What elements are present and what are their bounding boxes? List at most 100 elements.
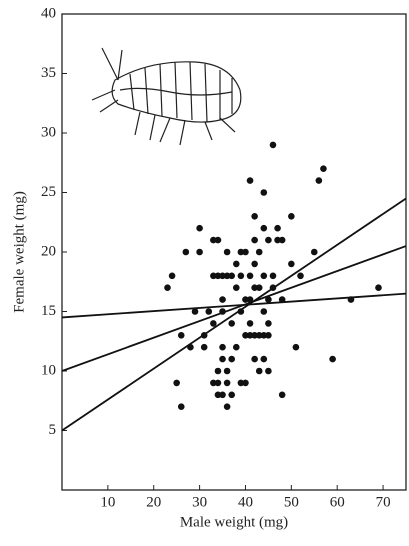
point (278, 236, 286, 244)
point (251, 284, 258, 292)
x-tick-label: 60 (330, 494, 345, 510)
point (260, 189, 268, 196)
fit-line (61, 245, 407, 372)
point (214, 272, 222, 280)
point (265, 332, 272, 339)
point (219, 355, 226, 363)
x-tick-label: 20 (146, 494, 161, 510)
y-tick-label: 35 (41, 65, 56, 81)
point (269, 272, 277, 280)
point (278, 296, 286, 303)
point (246, 296, 254, 303)
point (219, 391, 226, 399)
x-tick-label: 30 (192, 494, 207, 510)
point (265, 367, 272, 375)
point (177, 332, 185, 339)
point (375, 284, 382, 292)
point (251, 355, 258, 363)
point (246, 272, 254, 280)
point (347, 296, 355, 303)
point (228, 320, 236, 327)
point (237, 379, 245, 387)
point (297, 272, 304, 280)
y-axis-label: Female weight (mg) (11, 191, 27, 313)
point (210, 272, 217, 280)
point (214, 236, 222, 244)
point (260, 355, 268, 363)
y-tick-label: 30 (41, 124, 56, 140)
point (228, 391, 236, 399)
point (223, 379, 231, 387)
point (255, 284, 263, 292)
point (242, 379, 249, 387)
point (168, 272, 176, 280)
y-tick-label: 10 (41, 362, 56, 378)
y-tick-label: 20 (41, 243, 56, 259)
y-tick-label: 15 (41, 303, 56, 319)
point (251, 260, 258, 268)
point (278, 391, 286, 399)
amphipod-illustration (91, 47, 242, 146)
x-axis-label: Male weight (mg) (180, 514, 288, 530)
point (260, 224, 268, 232)
point (260, 332, 268, 339)
point (173, 379, 180, 387)
point (214, 391, 222, 399)
point (292, 343, 300, 351)
point (237, 248, 245, 256)
point (329, 355, 336, 363)
y-tick-label: 40 (41, 5, 56, 21)
point (265, 296, 272, 303)
point (214, 379, 222, 387)
x-tick-label: 50 (284, 494, 299, 510)
x-tick-label: 40 (238, 494, 253, 510)
point (242, 332, 249, 339)
point (255, 332, 263, 339)
point (246, 320, 254, 327)
x-tick-label: 10 (100, 494, 115, 510)
x-tick-label: 70 (376, 494, 391, 510)
point (219, 296, 226, 303)
point (251, 213, 258, 220)
point (232, 260, 240, 268)
point (255, 367, 263, 375)
point (260, 272, 268, 280)
point (288, 260, 295, 268)
point (232, 284, 240, 292)
point (200, 332, 208, 339)
point (269, 141, 277, 149)
point (237, 308, 245, 315)
y-tick-label: 25 (41, 184, 56, 200)
point (223, 367, 231, 375)
point (223, 272, 231, 280)
point (219, 308, 226, 315)
point (228, 355, 236, 363)
point (182, 248, 190, 256)
point (237, 272, 245, 280)
point (196, 224, 203, 232)
point (320, 165, 327, 172)
point (274, 236, 281, 244)
point (205, 308, 213, 315)
point (251, 236, 258, 244)
point (214, 367, 222, 375)
point (210, 379, 217, 387)
point (191, 308, 199, 315)
fit-line (61, 197, 407, 432)
point (246, 332, 254, 339)
point (210, 236, 217, 244)
point (200, 343, 208, 351)
y-tick-label: 5 (49, 422, 57, 438)
point (232, 343, 240, 351)
point (260, 308, 268, 315)
point (274, 224, 281, 232)
point (219, 343, 226, 351)
point (246, 177, 254, 184)
point (242, 296, 249, 303)
point (315, 177, 323, 184)
point (242, 248, 249, 256)
point (177, 403, 185, 411)
point (251, 332, 258, 339)
point (310, 248, 318, 256)
